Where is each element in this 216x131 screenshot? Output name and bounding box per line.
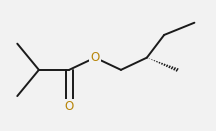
Text: O: O — [91, 51, 100, 64]
Text: O: O — [65, 100, 74, 113]
